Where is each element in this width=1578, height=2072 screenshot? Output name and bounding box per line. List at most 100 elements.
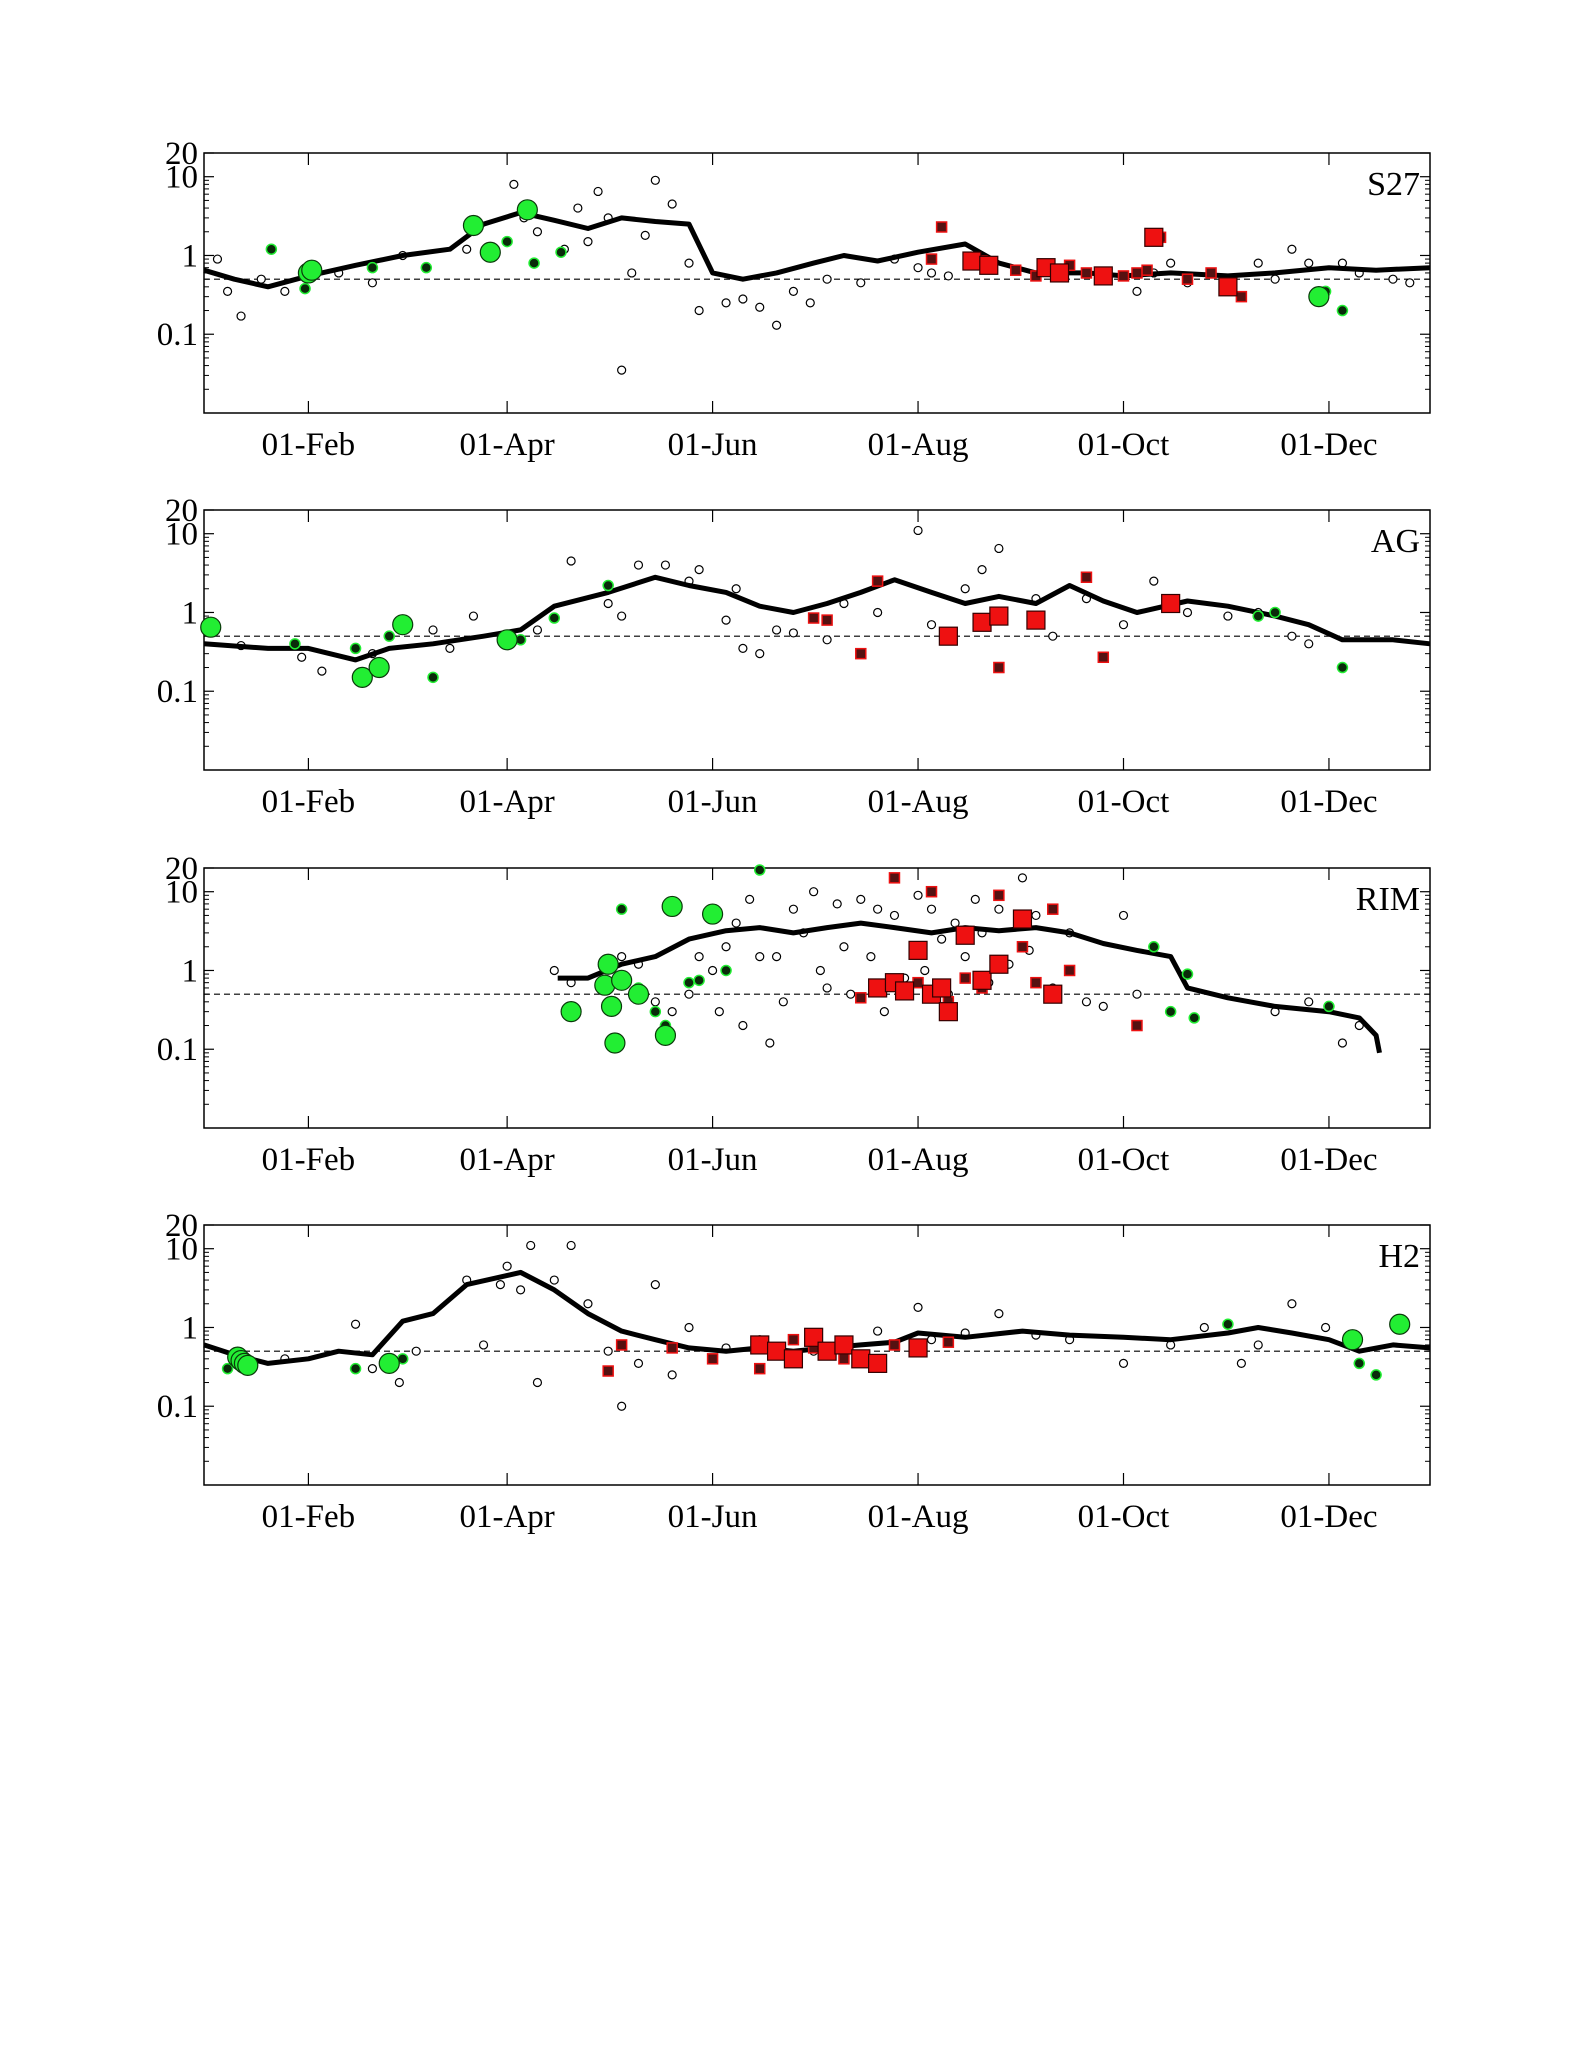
data-point-green-large <box>1308 286 1330 308</box>
data-point-open <box>583 1299 593 1309</box>
data-point-green-large <box>462 214 485 237</box>
data-point-red-large <box>1161 593 1181 614</box>
data-point-open <box>960 584 970 594</box>
data-point-open <box>839 942 849 952</box>
data-point-green-small <box>753 864 766 876</box>
data-point-open <box>926 904 937 914</box>
data-point-green-large <box>600 995 623 1017</box>
data-point-red-small <box>1181 273 1194 285</box>
panel-label: RIM <box>1356 881 1420 918</box>
y-tick-label: 0.1 <box>157 674 198 710</box>
data-point-green-small <box>548 612 561 624</box>
data-point-open <box>745 894 755 904</box>
data-point-green-small <box>427 671 439 684</box>
data-point-open <box>1253 258 1263 268</box>
data-point-open <box>627 268 637 278</box>
x-tick-label: 01-Oct <box>1078 784 1170 820</box>
data-point-open <box>1287 1299 1297 1309</box>
data-point-open <box>1405 278 1415 288</box>
data-point-open <box>593 186 603 197</box>
data-point-red-large <box>750 1335 770 1355</box>
data-point-red-large <box>817 1341 837 1361</box>
data-point-open <box>771 320 782 330</box>
y-tick-label: 10 <box>165 875 198 911</box>
data-point-red-large <box>1093 266 1113 286</box>
data-point-red-small <box>602 1365 614 1377</box>
data-point-open <box>994 904 1004 914</box>
data-point-red-large <box>834 1335 854 1355</box>
data-point-open <box>937 934 947 944</box>
data-point-open <box>721 615 731 625</box>
data-point-open <box>549 965 559 976</box>
data-point-green-large <box>560 1001 582 1023</box>
data-point-open <box>694 952 704 962</box>
data-point-green-large <box>1341 1329 1364 1351</box>
data-point-green-small <box>1336 304 1349 317</box>
x-tick-label: 01-Feb <box>262 1499 356 1535</box>
y-tick-label: 1 <box>182 953 199 989</box>
data-point-open <box>1253 1340 1263 1350</box>
data-point-open <box>1388 274 1398 284</box>
data-point-open <box>943 271 953 281</box>
data-point-open <box>866 952 876 962</box>
data-point-open <box>650 1280 660 1290</box>
data-point-open <box>771 952 782 962</box>
data-point-open <box>617 611 627 621</box>
data-point-red-large <box>1043 984 1063 1004</box>
data-point-red-small <box>959 972 971 984</box>
data-point-red-small <box>1235 290 1248 303</box>
x-tick-label: 01-Aug <box>868 1499 969 1535</box>
data-point-open <box>1132 286 1142 296</box>
data-point-green-small <box>1181 968 1194 980</box>
data-point-green-small <box>1323 1000 1335 1013</box>
data-point-open <box>684 1322 694 1333</box>
data-point-red-small <box>888 872 901 884</box>
panel-label: AG <box>1371 523 1420 560</box>
data-point-green-small <box>501 235 513 248</box>
data-point-open <box>856 894 866 904</box>
data-point-open <box>731 584 741 594</box>
data-point-open <box>549 1275 559 1285</box>
data-point-red-small <box>1131 267 1143 279</box>
data-point-open <box>502 1261 512 1271</box>
data-point-open <box>889 910 900 921</box>
data-point-open <box>428 625 438 635</box>
data-point-open <box>920 965 930 976</box>
data-point-open <box>212 254 223 264</box>
y-tick-label: 10 <box>165 1232 198 1268</box>
data-point-open <box>738 1020 748 1031</box>
data-point-open <box>350 1319 361 1329</box>
data-point-open <box>603 598 613 609</box>
data-point-open <box>714 1007 724 1017</box>
data-point-green-small <box>683 976 695 989</box>
data-point-red-small <box>615 1339 628 1351</box>
data-point-red-large <box>938 626 958 646</box>
data-point-red-large <box>1049 263 1070 283</box>
data-point-open <box>994 1309 1004 1319</box>
y-tick-label: 1 <box>182 1310 199 1346</box>
data-point-red-large <box>938 1002 958 1022</box>
data-point-red-large <box>989 606 1009 626</box>
panel-label: S27 <box>1367 166 1420 203</box>
data-point-red-small <box>925 885 938 898</box>
data-point-open <box>738 294 748 304</box>
data-point-open <box>667 1370 677 1380</box>
data-point-open <box>1132 989 1142 999</box>
data-point-open <box>755 952 765 962</box>
data-point-open <box>913 263 923 273</box>
y-tick-label: 20 <box>165 851 198 887</box>
data-point-open <box>532 625 543 635</box>
data-point-open <box>650 997 660 1007</box>
data-point-open <box>721 298 731 308</box>
data-point-open <box>913 1302 923 1312</box>
data-point-green-large <box>701 903 724 925</box>
data-point-open <box>1199 1322 1209 1333</box>
data-point-green-small <box>1353 1357 1366 1370</box>
data-point-open <box>633 1358 644 1368</box>
x-tick-label: 01-Dec <box>1280 1142 1377 1178</box>
data-point-open <box>1320 1322 1331 1333</box>
data-point-open <box>394 1377 404 1388</box>
data-point-red-small <box>912 976 924 989</box>
data-point-open <box>1118 910 1129 921</box>
